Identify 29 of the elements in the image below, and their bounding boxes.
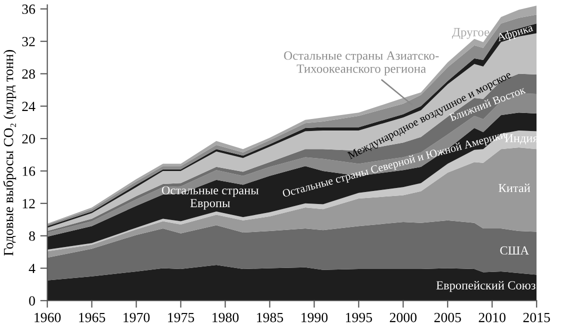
y-tick-label: 12 xyxy=(22,199,35,208)
series-label: США xyxy=(500,246,529,255)
y-tick-label: 0 xyxy=(29,296,35,306)
series-label: Остальные страны Азиатско- Тихоокеанского региона xyxy=(284,51,439,76)
x-tick-label: 2000 xyxy=(390,312,417,322)
x-tick-label: 1995 xyxy=(346,312,372,322)
y-tick-label: 16 xyxy=(22,166,36,176)
y-axis-title: Годовые выбросы CO₂ (млрд тонн) xyxy=(3,50,16,256)
y-tick-label: 36 xyxy=(22,4,36,14)
x-tick-label: 1960 xyxy=(34,312,61,322)
x-tick-label: 1990 xyxy=(302,312,328,322)
series-label: Китай xyxy=(498,184,530,192)
x-tick-label: 1980 xyxy=(212,312,239,322)
y-tick-label: 24 xyxy=(22,102,36,111)
series-label: Остальные страны Европы xyxy=(162,186,259,210)
y-tick-label: 32 xyxy=(22,36,35,46)
x-tick-label: 2010 xyxy=(478,312,506,322)
x-tick-label: 1975 xyxy=(168,312,194,322)
x-tick-label: 1970 xyxy=(124,312,150,322)
x-tick-label: 1965 xyxy=(79,312,106,322)
y-tick-label: 8 xyxy=(29,231,35,241)
y-tick-label: 20 xyxy=(22,134,35,144)
x-tick-label: 1985 xyxy=(257,312,284,322)
x-tick-label: 2005 xyxy=(434,312,461,322)
x-tick-label: 2015 xyxy=(523,312,550,322)
y-tick-label: 28 xyxy=(22,69,35,79)
y-tick-label: 4 xyxy=(28,264,36,274)
series-label: Другое xyxy=(452,28,490,39)
series-label: Африка xyxy=(496,23,534,44)
